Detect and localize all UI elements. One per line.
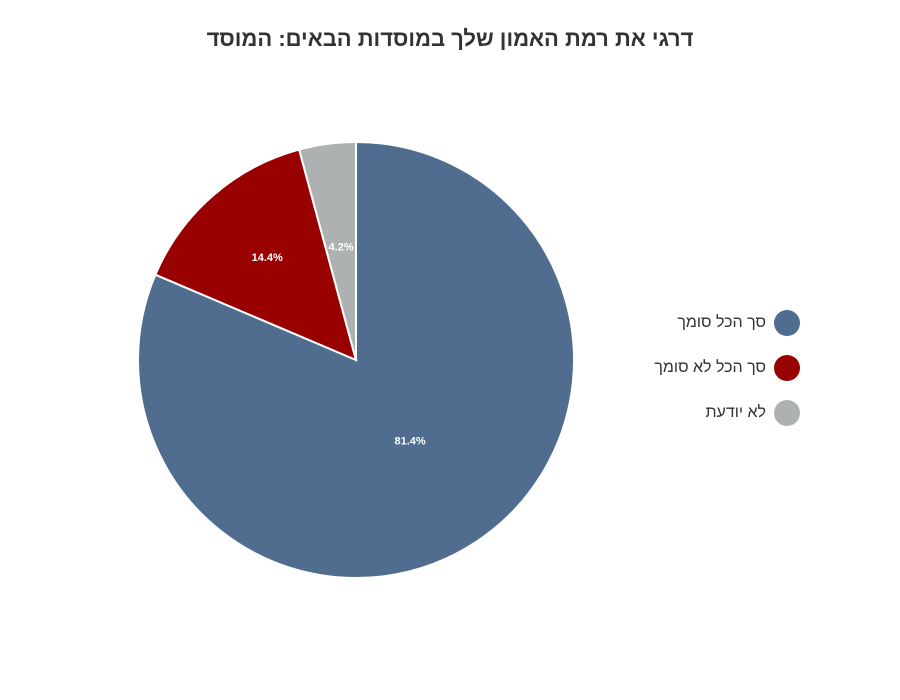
legend-label: סך הכל סומך xyxy=(677,313,766,331)
legend-swatch xyxy=(774,354,800,381)
legend-item[interactable]: סך הכל סומך xyxy=(600,300,800,345)
legend-swatch xyxy=(774,399,800,426)
pie-slices xyxy=(137,140,575,579)
legend-label: סך הכל לא סומך xyxy=(654,358,766,376)
slice-value-label: 4.2% xyxy=(329,242,354,254)
slice-value-label: 14.4% xyxy=(252,252,283,264)
pie-slice[interactable] xyxy=(297,140,357,361)
legend-swatch xyxy=(774,309,800,336)
legend-item[interactable]: סך הכל לא סומך xyxy=(600,345,800,390)
chart-title: דרגי את רמת האמון שלך במוסדות הבאים: המו… xyxy=(206,26,694,51)
slice-value-label: 81.4% xyxy=(395,436,426,448)
legend: סך הכל סומך סך הכל לא סומך לא יודעת xyxy=(600,300,800,435)
pie-slice[interactable] xyxy=(154,148,358,362)
legend-item[interactable]: לא יודעת xyxy=(600,390,800,435)
pie-labels: 81.4% 14.4% 4.2% xyxy=(252,242,426,448)
legend-label: לא יודעת xyxy=(705,403,766,421)
